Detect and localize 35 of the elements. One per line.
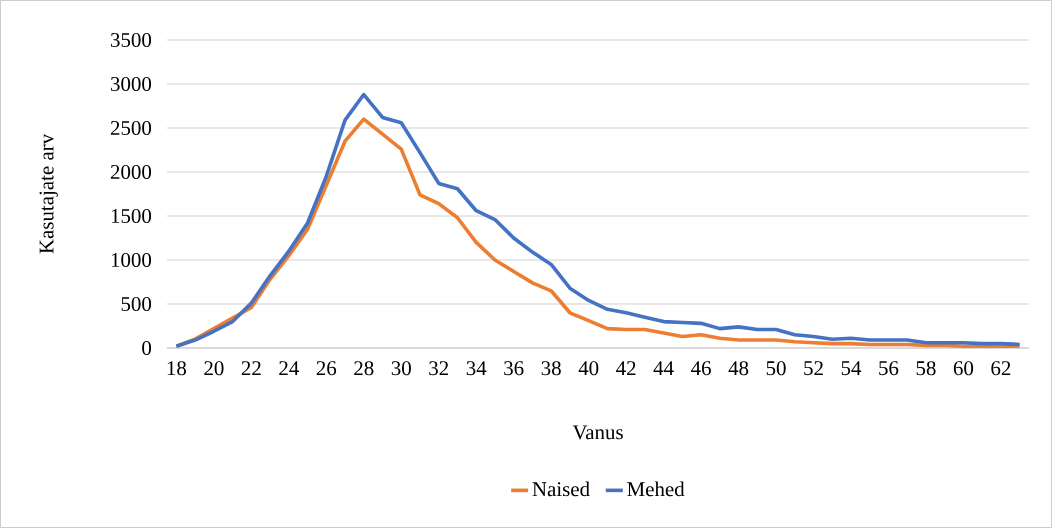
x-tick-label: 60: [953, 361, 974, 376]
x-tick-label: 46: [691, 361, 711, 376]
y-tick-label: 2500: [110, 120, 152, 136]
y-tick-label: 1000: [111, 252, 152, 268]
x-tick-label: 36: [504, 361, 524, 376]
x-tick-label: 52: [804, 361, 823, 376]
x-tick-label: 44: [653, 361, 674, 375]
x-tick-label: 48: [728, 361, 749, 376]
x-tick-label: 56: [879, 361, 899, 376]
x-tick-label: 20: [204, 361, 224, 376]
x-tick-label: 24: [279, 361, 299, 376]
legend-label: Mehed: [627, 481, 685, 497]
x-tick-label: 62: [991, 361, 1011, 376]
y-tick-label: 3000: [110, 76, 152, 92]
x-tick-label: 58: [916, 361, 936, 376]
x-tick-label: 26: [316, 361, 337, 376]
x-tick-label: 18: [167, 361, 187, 376]
y-tick-label: 1500: [111, 208, 152, 224]
x-tick-label: 50: [766, 361, 786, 376]
x-tick-label: 22: [241, 361, 261, 376]
x-tick-label: 54: [841, 361, 862, 376]
x-axis-title: Vanus: [572, 425, 623, 440]
y-axis-title: Kasutajate arv: [39, 133, 58, 254]
y-tick-label: 2000: [110, 164, 152, 180]
x-tick-label: 30: [391, 361, 411, 376]
x-tick-label: 40: [578, 361, 599, 376]
x-tick-label: 32: [429, 361, 449, 376]
y-tick-label: 0: [142, 340, 152, 356]
x-tick-label: 42: [616, 361, 636, 376]
legend-label: Naised: [532, 481, 590, 497]
y-tick-label: 500: [121, 296, 152, 312]
x-tick-label: 28: [354, 361, 374, 376]
x-tick-label: 38: [541, 361, 561, 376]
y-tick-label: 3500: [110, 32, 152, 48]
x-tick-label: 34: [466, 361, 487, 376]
